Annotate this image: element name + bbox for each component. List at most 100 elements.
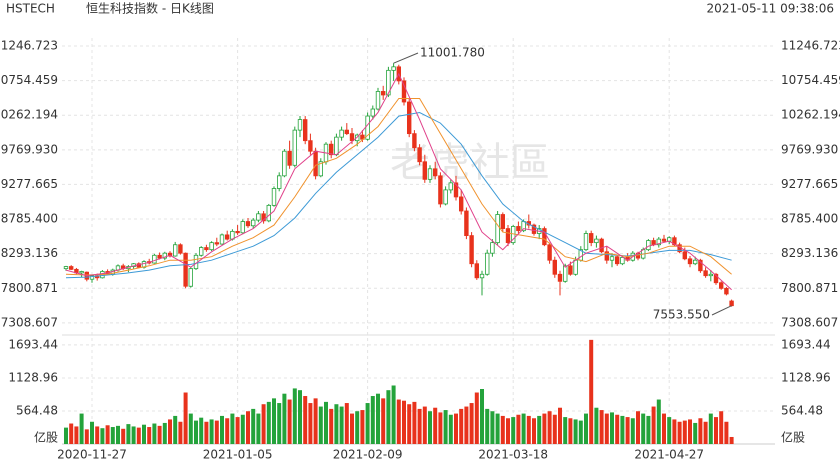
candle-body bbox=[302, 119, 308, 142]
candle-body bbox=[474, 263, 479, 279]
candle-body bbox=[464, 210, 469, 237]
y-tick-label-right: 9769.930 bbox=[781, 142, 838, 156]
volume-bar bbox=[677, 421, 682, 444]
volume-bar bbox=[428, 411, 432, 444]
volume-bar bbox=[266, 401, 271, 444]
candle-body bbox=[453, 182, 459, 198]
volume-bar bbox=[506, 418, 510, 444]
candle-body bbox=[458, 196, 464, 212]
volume-bar bbox=[552, 414, 557, 444]
volume-bar bbox=[542, 413, 547, 444]
candle-body bbox=[282, 150, 287, 177]
y-tick-label: 7800.871 bbox=[1, 281, 58, 295]
candle-body bbox=[261, 213, 266, 222]
volume-bar bbox=[708, 413, 713, 444]
volume-bar bbox=[235, 417, 240, 444]
candle-body bbox=[438, 175, 443, 205]
volume-bar bbox=[277, 403, 282, 444]
candle-body bbox=[79, 271, 84, 274]
candle-body bbox=[256, 213, 261, 221]
candle-body bbox=[266, 204, 271, 222]
volume-bar bbox=[121, 428, 126, 444]
candle-body bbox=[224, 234, 230, 240]
candle-body bbox=[391, 66, 396, 71]
volume-bar bbox=[220, 415, 224, 444]
candle-body bbox=[547, 244, 552, 261]
candle-body bbox=[484, 252, 490, 275]
volume-bar bbox=[412, 401, 417, 444]
volume-bar bbox=[365, 403, 370, 444]
volume-bar bbox=[95, 426, 100, 444]
volume-bar bbox=[568, 418, 573, 444]
moving-average bbox=[65, 98, 732, 276]
candle-body bbox=[693, 259, 698, 265]
candle-body bbox=[209, 242, 214, 251]
volume-bar bbox=[90, 421, 94, 444]
candle-body bbox=[245, 221, 251, 227]
y-tick-label-right: 1693.44 bbox=[781, 337, 831, 351]
volume-bar bbox=[136, 427, 141, 444]
volume-bar bbox=[480, 389, 484, 444]
candle-body bbox=[479, 273, 485, 279]
chart-title: 恒生科技指数 - 日K线图 bbox=[86, 1, 214, 16]
x-tick-label: 2021-02-09 bbox=[333, 448, 403, 462]
candle-body bbox=[594, 238, 599, 244]
x-tick-label: 2021-04-27 bbox=[634, 448, 704, 462]
volume-bar bbox=[537, 415, 542, 444]
candle-body bbox=[573, 259, 578, 275]
candle-body bbox=[708, 273, 713, 277]
x-tick-label: 2021-01-05 bbox=[203, 448, 273, 462]
volume-bar bbox=[168, 419, 172, 444]
candle-body bbox=[198, 247, 204, 256]
volume-bar bbox=[183, 392, 188, 444]
volume-bar bbox=[594, 407, 599, 444]
candle-body bbox=[162, 252, 167, 259]
candle-body bbox=[604, 251, 609, 261]
candle-body bbox=[349, 133, 355, 142]
y-tick-label-right: 8785.400 bbox=[781, 212, 838, 226]
volume-bar bbox=[636, 411, 640, 444]
y-tick-label: 564.48 bbox=[16, 403, 58, 417]
volume-bar bbox=[116, 425, 120, 444]
candle-body bbox=[443, 189, 448, 205]
candle-body bbox=[328, 143, 334, 156]
volume-bar bbox=[651, 406, 656, 444]
candle-body bbox=[412, 133, 417, 149]
volume-bar bbox=[147, 427, 152, 444]
volume-bar bbox=[142, 424, 146, 444]
volume-bar bbox=[74, 426, 79, 444]
annotation-label: 7553.550 bbox=[653, 308, 710, 322]
volume-bar bbox=[334, 404, 339, 444]
symbol: HSTECH bbox=[6, 2, 55, 16]
candle-body bbox=[713, 273, 719, 284]
y-tick-label: 9277.665 bbox=[1, 177, 58, 191]
volume-bar bbox=[329, 408, 334, 444]
candle-body bbox=[448, 182, 453, 191]
volume-bar bbox=[386, 390, 391, 444]
volume-bar bbox=[532, 418, 536, 444]
candle-body bbox=[687, 258, 693, 265]
volume-bar bbox=[438, 412, 443, 444]
candle-body bbox=[729, 300, 734, 307]
volume-bar bbox=[719, 411, 724, 444]
candle-body bbox=[724, 287, 729, 295]
candle-body bbox=[469, 235, 474, 265]
volume-bar bbox=[698, 418, 703, 444]
candle-body bbox=[609, 256, 615, 261]
candle-body bbox=[599, 238, 604, 253]
candle-body bbox=[250, 219, 256, 227]
volume-bar bbox=[230, 413, 235, 444]
volume-bar bbox=[318, 406, 323, 444]
volume-bar bbox=[620, 415, 625, 444]
candle-body bbox=[542, 228, 547, 246]
volume-bar bbox=[376, 393, 380, 444]
candle-body bbox=[656, 238, 661, 246]
candle-body bbox=[500, 214, 505, 229]
volume-bar bbox=[324, 401, 328, 444]
volume-bar bbox=[110, 427, 115, 444]
candle-body bbox=[370, 108, 375, 117]
y-tick-label: 10262.194 bbox=[0, 108, 58, 122]
volume-unit: 亿股 bbox=[34, 430, 58, 445]
volume-bar bbox=[131, 426, 136, 444]
